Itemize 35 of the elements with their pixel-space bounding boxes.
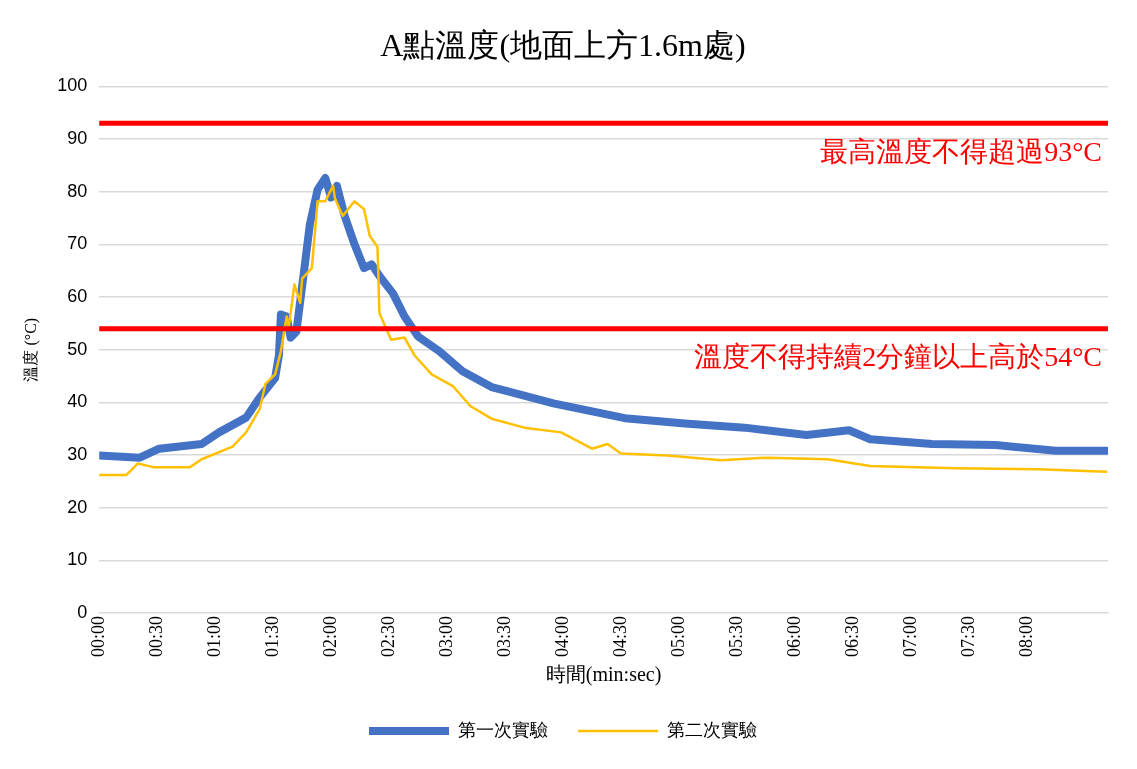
x-tick-label: 02:30 bbox=[377, 616, 398, 658]
y-tick-label: 80 bbox=[67, 180, 88, 201]
ref-line-label: 溫度不得持續2分鐘以上高於54°C bbox=[694, 340, 1102, 372]
x-axis-title: 時間(min:sec) bbox=[545, 663, 662, 687]
y-axis-title: 溫度 (°C) bbox=[21, 317, 40, 382]
x-tick-label: 06:00 bbox=[783, 616, 804, 658]
x-tick-label: 00:30 bbox=[145, 616, 166, 658]
y-tick-label: 60 bbox=[67, 286, 88, 307]
chart-title: A點溫度(地面上方1.6m處) bbox=[380, 26, 746, 63]
x-tick-label: 01:00 bbox=[203, 616, 224, 658]
x-tick-label: 06:30 bbox=[841, 616, 862, 658]
y-tick-label: 50 bbox=[67, 338, 88, 359]
x-tick-label: 05:00 bbox=[667, 616, 688, 658]
x-tick-label: 04:30 bbox=[609, 616, 630, 658]
x-tick-label: 08:00 bbox=[1015, 616, 1036, 658]
x-tick-label: 04:00 bbox=[551, 616, 572, 658]
y-tick-label: 90 bbox=[67, 128, 88, 149]
ref-line-label: 最高溫度不得超過93°C bbox=[820, 135, 1102, 167]
x-tick-label: 05:30 bbox=[725, 616, 746, 658]
legend-label: 第二次實驗 bbox=[667, 719, 757, 740]
x-tick-label: 00:00 bbox=[87, 616, 108, 658]
y-tick-label: 0 bbox=[77, 601, 88, 622]
x-tick-label: 03:30 bbox=[493, 616, 514, 658]
y-tick-label: 100 bbox=[57, 75, 88, 96]
y-tick-label: 40 bbox=[67, 391, 88, 412]
x-tick-label: 03:00 bbox=[435, 616, 456, 658]
y-tick-label: 70 bbox=[67, 233, 88, 254]
x-tick-label: 07:00 bbox=[899, 616, 920, 658]
x-tick-label: 02:00 bbox=[319, 616, 340, 658]
y-tick-label: 30 bbox=[67, 443, 88, 464]
y-tick-label: 20 bbox=[67, 496, 88, 517]
y-tick-label: 10 bbox=[67, 549, 88, 570]
x-tick-label: 07:30 bbox=[957, 616, 978, 658]
x-tick-label: 01:30 bbox=[261, 616, 282, 658]
legend-label: 第一次實驗 bbox=[458, 719, 548, 740]
